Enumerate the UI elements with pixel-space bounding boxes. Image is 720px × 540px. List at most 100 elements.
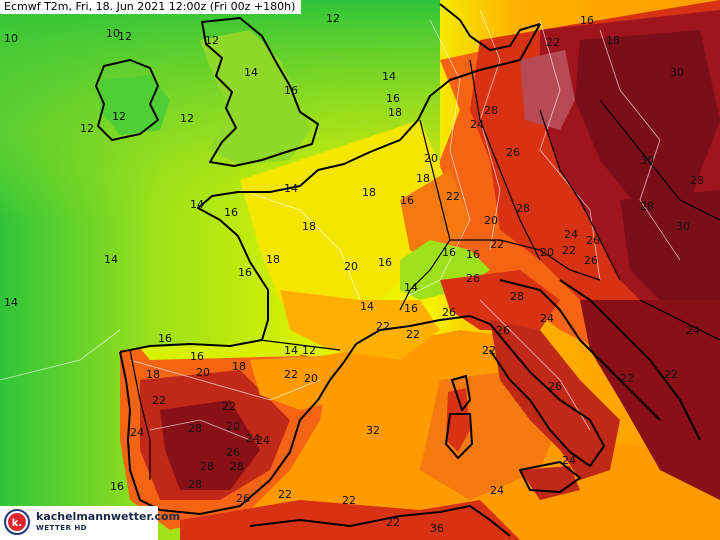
temp-label: 20 [540,246,554,259]
temp-label: 16 [238,266,252,279]
ebro-orange [250,355,340,410]
temp-label: 26 [506,146,520,159]
temp-label: 22 [376,320,390,333]
temp-label: 14 [284,182,298,195]
temp-label: 20 [304,372,318,385]
brand-subtitle: WETTER HD [36,524,87,532]
temp-label: 14 [104,253,118,266]
temp-label: 26 [442,306,456,319]
temp-label: 12 [205,34,219,47]
temp-label: 22 [278,488,292,501]
temp-label: 20 [344,260,358,273]
temp-label: 22 [284,368,298,381]
temp-label: 16 [580,14,594,27]
temp-label: 20 [196,366,210,379]
north-africa [180,500,520,540]
iberia-darkred [160,400,260,490]
temp-label: 16 [378,256,392,269]
sardinia [446,388,470,452]
temp-label: 14 [244,66,258,79]
temp-label: 16 [158,332,172,345]
temp-label: 18 [416,172,430,185]
temp-label: 28 [188,478,202,491]
temp-label: 18 [266,253,280,266]
temp-label: 16 [442,246,456,259]
temp-label: 26 [584,254,598,267]
temp-label: 14 [404,281,418,294]
poland-maroon [575,30,720,210]
temp-label: 16 [386,92,400,105]
temp-label: 12 [112,110,126,123]
temp-label: 28 [640,200,654,213]
temp-label: 18 [146,368,160,381]
temp-label: 26 [226,446,240,459]
temp-label: 12 [80,122,94,135]
country-borders [129,59,720,480]
temp-label: 26 [586,234,600,247]
temp-label: 14 [190,198,204,211]
rhone-orange [400,170,470,270]
temp-label: 20 [424,152,438,165]
temp-label: 22 [342,494,356,507]
temp-label: 16 [110,480,124,493]
temp-label: 16 [190,350,204,363]
temp-label: 22 [664,368,678,381]
britain-fill [200,30,310,165]
temp-label: 24 [490,484,504,497]
germany-pink-patch [520,50,575,130]
temp-label: 18 [302,220,316,233]
temp-label: 22 [562,244,576,257]
temp-label: 18 [232,360,246,373]
temp-label: 24 [540,312,554,325]
balkans-darkred [580,300,720,500]
temp-label: 16 [400,194,414,207]
temp-label: 12 [180,112,194,125]
temp-label: 28 [200,460,214,473]
isotherm-lines [0,9,681,441]
temp-label: 24 [130,426,144,439]
temp-label: 22 [222,400,236,413]
temp-label: 22 [546,36,560,49]
temp-label: 28 [484,104,498,117]
temp-label: 22 [482,344,496,357]
temp-label: 26 [548,380,562,393]
temperature-labels: 10 10 12 12 12 12 12 14 12 16 14 16 18 2… [4,12,704,535]
temp-label: 18 [388,106,402,119]
brand-name: kachelmannwetter.com [36,510,181,523]
temp-label: 22 [620,372,634,385]
temp-label: 36 [430,522,444,535]
temp-label: 22 [446,190,460,203]
temp-label: 18 [362,186,376,199]
ireland-fill [100,75,170,135]
coastlines [95,3,701,537]
temp-label: 28 [516,202,530,215]
temp-label: 26 [496,324,510,337]
temp-label: 18 [606,34,620,47]
temp-label: 24 [564,228,578,241]
sicily [520,466,580,500]
temp-label: 22 [386,516,400,529]
temp-label: 26 [466,272,480,285]
temp-label: 12 [118,30,132,43]
temp-label: 14 [382,70,396,83]
temp-label: 20 [484,214,498,227]
temp-label: 14 [360,300,374,313]
italy-peninsula [490,320,620,480]
temp-label: 28 [230,460,244,473]
temp-label: 16 [404,302,418,315]
temp-label: 12 [302,344,316,357]
temp-label: 10 [106,27,120,40]
temp-label: 24 [562,454,576,467]
brand-logo-letter: k. [12,518,22,529]
temp-label: 22 [152,394,166,407]
temp-label: 30 [670,66,684,79]
temp-label: 22 [406,328,420,341]
france-yellow [240,120,450,320]
temp-label: 10 [4,32,18,45]
temp-label: 12 [326,12,340,25]
temp-label: 16 [466,248,480,261]
temp-label: 28 [510,290,524,303]
temp-label: 28 [188,422,202,435]
map-title: Ecmwf T2m, Fri, 18. Jun 2021 12:00z (Fri… [0,0,302,14]
